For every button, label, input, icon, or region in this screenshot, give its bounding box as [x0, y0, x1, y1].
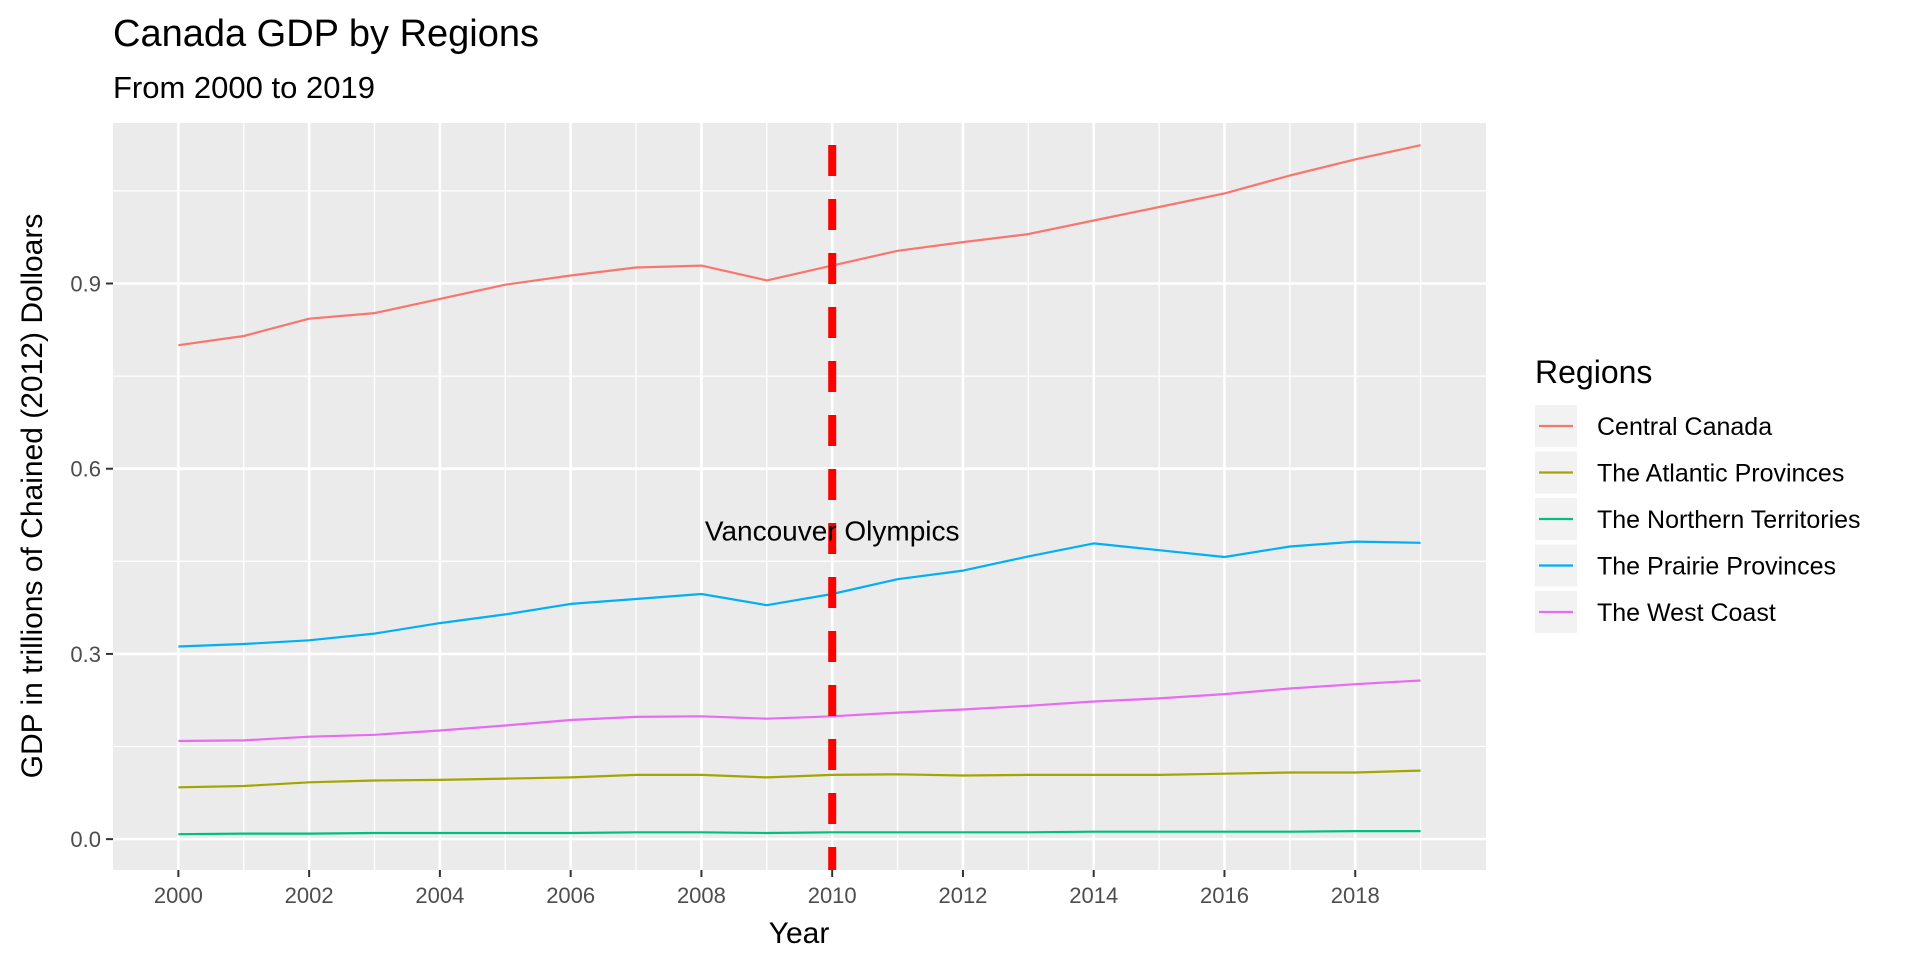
x-axis-title: Year — [769, 917, 830, 950]
annotation-label: Vancouver Olympics — [705, 515, 960, 546]
series-line-1 — [178, 769, 1421, 789]
x-axis-ticks: 2000 2002 2004 2006 2008 2010 2012 2014 2016 2018 — [154, 870, 1380, 908]
chart-title: Canada GDP by Regions — [113, 13, 539, 55]
grid-major — [113, 123, 1486, 870]
plot-panel — [113, 123, 1486, 870]
x-tick-label: 2000 — [154, 883, 203, 908]
series-line-3 — [178, 540, 1421, 648]
x-tick-label: 2010 — [808, 883, 857, 908]
x-tick-label: 2004 — [415, 883, 464, 908]
x-tick-label: 2002 — [285, 883, 334, 908]
series-line-4 — [178, 679, 1421, 743]
legend-label: The Atlantic Provinces — [1597, 460, 1844, 488]
annotation-layer: Vancouver Olympics — [705, 515, 960, 546]
legend-label: Central Canada — [1597, 413, 1772, 441]
chart-subtitle: From 2000 to 2019 — [113, 70, 375, 105]
series-lines — [178, 144, 1421, 836]
grid-minor — [113, 123, 1486, 870]
legend: Regions Central Canada The Atlantic Provi… — [1535, 354, 1861, 633]
x-tick-label: 2006 — [546, 883, 595, 908]
legend-title: Regions — [1535, 354, 1652, 390]
y-axis-ticks: 0.0 0.3 0.6 0.9 — [70, 272, 113, 852]
series-line-2 — [178, 829, 1421, 836]
y-tick-label: 0.6 — [70, 457, 101, 482]
y-axis-title: GDP in trillions of Chained (2012) Dollo… — [16, 214, 49, 779]
x-tick-label: 2018 — [1331, 883, 1380, 908]
y-tick-label: 0.3 — [70, 642, 101, 667]
x-tick-label: 2012 — [938, 883, 987, 908]
series-line-0 — [178, 144, 1421, 347]
y-tick-label: 0.9 — [70, 272, 101, 297]
y-tick-label: 0.0 — [70, 827, 101, 852]
legend-label: The Northern Territories — [1597, 506, 1861, 534]
legend-items: Central Canada The Atlantic Provinces The … — [1535, 405, 1861, 633]
legend-label: The Prairie Provinces — [1597, 553, 1836, 581]
x-tick-label: 2008 — [677, 883, 726, 908]
x-tick-label: 2016 — [1200, 883, 1249, 908]
legend-label: The West Coast — [1597, 599, 1776, 627]
x-tick-label: 2014 — [1069, 883, 1118, 908]
